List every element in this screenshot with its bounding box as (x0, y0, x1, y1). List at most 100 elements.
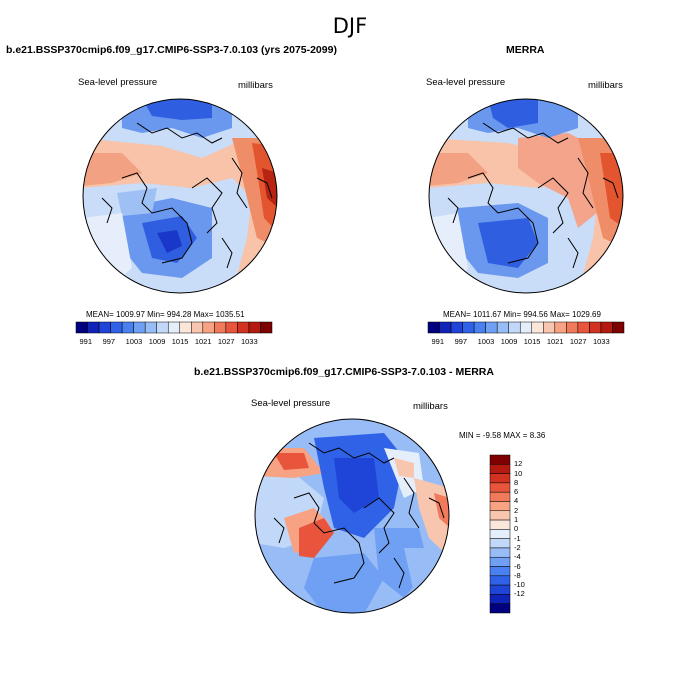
colorbar-tick-label: 0 (514, 524, 519, 534)
colorbar-swatch (167, 321, 181, 334)
colorbar-swatch (489, 464, 511, 474)
colorbar-tick-label: 1015 (523, 337, 541, 346)
colorbar-model-labels: 991 997 1003 1009 1015 1021 1027 1033 (76, 337, 272, 347)
panel-obs-field-label: Sea-level pressure (426, 77, 506, 88)
colorbar-swatch (489, 594, 511, 604)
colorbar-tick-label: 997 (454, 337, 468, 346)
colorbar-tick-label: -12 (514, 589, 525, 599)
colorbar-tick-label: 997 (102, 337, 116, 346)
panel-model-units-label: millibars (238, 80, 273, 91)
colorbar-swatch (566, 321, 579, 334)
colorbar-tick-label: 991 (431, 337, 445, 346)
colorbar-swatch (225, 321, 238, 334)
colorbar-swatch (473, 321, 486, 334)
colorbar-swatch (496, 321, 509, 334)
colorbar-tick-label: 1 (514, 515, 519, 525)
colorbar-swatch (439, 321, 452, 334)
colorbar-tick-label: -8 (514, 570, 521, 580)
colorbar-obs-labels: 991 997 1003 1009 1015 1021 1027 1033 (428, 337, 624, 347)
colorbar-swatch (489, 454, 511, 465)
colorbar-swatch (75, 321, 88, 334)
colorbar-tick-label: 1003 (477, 337, 495, 346)
colorbar-swatch (191, 321, 204, 334)
polar-map-obs (428, 98, 624, 294)
colorbar-swatch (489, 538, 511, 549)
colorbar-swatch (489, 473, 511, 484)
colorbar-tick-label: 1033 (240, 337, 258, 346)
panel-model-stats: MEAN= 1009.97 Min= 994.28 Max= 1035.51 (86, 310, 245, 319)
colorbar-tick-label: -10 (514, 580, 525, 590)
colorbar-swatch (489, 556, 511, 567)
colorbar-obs (427, 321, 625, 334)
colorbar-swatch (589, 321, 602, 334)
colorbar-swatch (179, 321, 192, 334)
colorbar-tick-label: 4 (514, 496, 519, 506)
colorbar-swatch (462, 321, 475, 334)
colorbar-swatch (489, 547, 511, 558)
colorbar-tick-label: 8 (514, 477, 519, 487)
colorbar-tick-label: 6 (514, 487, 519, 497)
colorbar-tick-label: 2 (514, 505, 519, 515)
colorbar-swatch (543, 321, 556, 334)
colorbar-swatch (489, 529, 511, 539)
panel-title-diff: b.e21.BSSP370cmip6.f09_g17.CMIP6-SSP3-7.… (194, 366, 494, 378)
colorbar-swatch (260, 321, 273, 334)
colorbar-swatch (485, 321, 498, 334)
colorbar-tick-label: 1015 (171, 337, 189, 346)
colorbar-swatch (214, 321, 227, 334)
panel-title-model: b.e21.BSSP370cmip6.f09_g17.CMIP6-SSP3-7.… (6, 44, 337, 56)
colorbar-swatch (600, 321, 613, 334)
colorbar-diff-labels: 12 10 8 6 4 2 1 0 -1 -2 -4 -6 -8 -10 -12 (514, 455, 544, 613)
colorbar-swatch (237, 321, 250, 334)
colorbar-swatch (489, 501, 511, 512)
figure-title: DJF (332, 14, 368, 38)
polar-map-model (82, 98, 278, 294)
panel-obs-units-label: millibars (588, 80, 623, 91)
colorbar-swatch (110, 321, 123, 334)
colorbar-tick-label: 991 (79, 337, 93, 346)
colorbar-swatch (133, 321, 146, 334)
colorbar-tick-label: 1021 (546, 337, 564, 346)
colorbar-swatch (489, 491, 511, 502)
colorbar-swatch (202, 321, 215, 334)
colorbar-swatch (121, 321, 134, 334)
panel-diff-stats: MIN = -9.58 MAX = 8.36 (459, 431, 546, 440)
colorbar-swatch (531, 321, 544, 334)
colorbar-tick-label: 1009 (500, 337, 518, 346)
colorbar-swatch (519, 321, 533, 334)
colorbar-swatch (554, 321, 567, 334)
colorbar-tick-label: 12 (514, 459, 523, 469)
colorbar-tick-label: 1003 (125, 337, 143, 346)
colorbar-swatch (489, 482, 511, 493)
colorbar-swatch (98, 321, 111, 334)
panel-diff-field-label: Sea-level pressure (251, 398, 331, 409)
colorbar-swatch (489, 603, 511, 614)
colorbar-swatch (612, 321, 625, 334)
colorbar-tick-label: -6 (514, 561, 521, 571)
colorbar-tick-label: 1027 (569, 337, 587, 346)
colorbar-swatch (489, 566, 511, 577)
colorbar-tick-label: -2 (514, 542, 521, 552)
polar-map-diff (254, 418, 450, 614)
colorbar-swatch (508, 321, 521, 334)
colorbar-swatch (489, 519, 511, 530)
colorbar-swatch (489, 584, 511, 595)
colorbar-tick-label: 1027 (217, 337, 235, 346)
colorbar-tick-label: -1 (514, 533, 521, 543)
colorbar-swatch (427, 321, 440, 334)
colorbar-swatch (489, 575, 511, 586)
colorbar-tick-label: 10 (514, 468, 523, 478)
panel-obs-stats: MEAN= 1011.67 Min= 994.56 Max= 1029.69 (443, 310, 601, 319)
colorbar-diff (489, 454, 511, 614)
colorbar-tick-label: 1021 (194, 337, 212, 346)
colorbar-swatch (577, 321, 590, 334)
colorbar-swatch (489, 510, 511, 521)
colorbar-model (75, 321, 273, 334)
panel-diff-units-label: millibars (413, 401, 448, 412)
colorbar-swatch (87, 321, 100, 334)
colorbar-tick-label: 1009 (148, 337, 166, 346)
colorbar-swatch (156, 321, 169, 334)
colorbar-swatch (450, 321, 463, 334)
colorbar-swatch (144, 321, 157, 334)
panel-model-field-label: Sea-level pressure (78, 77, 158, 88)
